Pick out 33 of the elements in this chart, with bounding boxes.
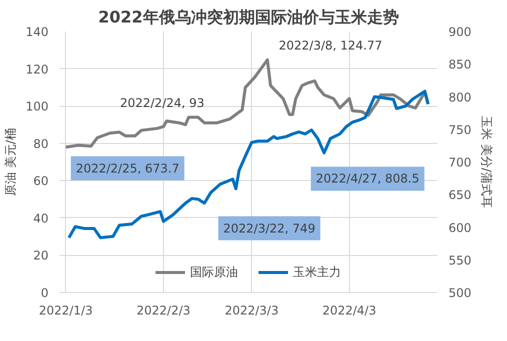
legend-label: 玉米主力 bbox=[293, 264, 341, 280]
y2-axis-title: 玉米 美分/蒲式耳 bbox=[479, 116, 494, 208]
annotation: 2022/2/24, 93 bbox=[120, 96, 204, 110]
x-tick-label: 2022/2/3 bbox=[136, 304, 190, 318]
y2-tick-label: 650 bbox=[448, 188, 472, 202]
y2-tick-label: 500 bbox=[448, 286, 472, 300]
y-tick-label: 100 bbox=[26, 100, 48, 114]
y-axis-title: 原油 美元/桶 bbox=[4, 128, 18, 196]
y-tick-label: 120 bbox=[26, 62, 48, 76]
y2-tick-label: 600 bbox=[448, 220, 472, 235]
line-series bbox=[67, 90, 430, 240]
x-tick-label: 2022/3/3 bbox=[224, 304, 279, 318]
y-tick-label: 80 bbox=[33, 136, 49, 151]
x-tick-label: 2022/4/3 bbox=[322, 304, 376, 318]
y-tick-label: 60 bbox=[33, 174, 49, 188]
y-tick-label: 140 bbox=[26, 25, 48, 39]
y2-tick-label: 750 bbox=[448, 122, 472, 137]
legend-label: 国际原油 bbox=[190, 264, 238, 280]
annotation: 2022/3/22, 749 bbox=[223, 221, 316, 236]
annotation: 2022/3/8, 124.77 bbox=[278, 38, 382, 52]
y2-tick-label: 850 bbox=[448, 58, 472, 72]
x-tick-label: 2022/1/3 bbox=[38, 304, 93, 318]
y2-tick-label: 700 bbox=[448, 156, 472, 170]
annotation: 2022/4/27, 808.5 bbox=[316, 172, 420, 186]
y2-tick-label: 550 bbox=[448, 253, 472, 268]
chart-title: 2022年俄乌冲突初期国际油价与玉米走势 bbox=[98, 8, 399, 26]
y-tick-label: 0 bbox=[40, 286, 49, 300]
line-series bbox=[64, 58, 430, 149]
y2-tick-label: 800 bbox=[448, 90, 472, 104]
y2-tick-label: 900 bbox=[448, 25, 472, 39]
y-tick-label: 40 bbox=[33, 211, 49, 226]
annotation: 2022/2/25, 673.7 bbox=[76, 161, 180, 176]
y-tick-label: 20 bbox=[33, 248, 49, 263]
